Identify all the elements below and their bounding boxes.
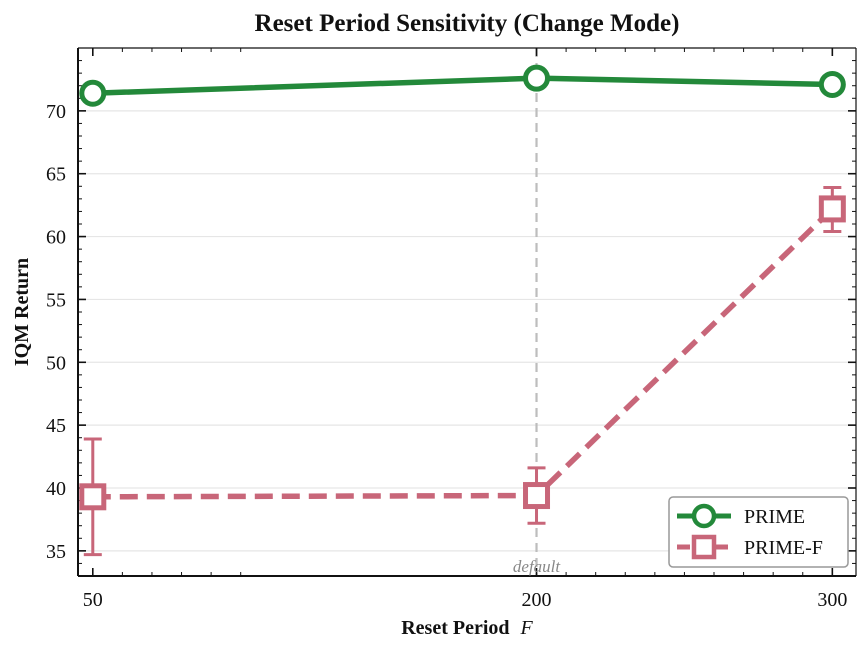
legend-marker	[691, 503, 717, 529]
series-line	[92, 206, 835, 500]
data-point	[523, 64, 551, 92]
legend-label: PRIME-F	[744, 537, 823, 559]
y-tick-label: 70	[46, 101, 66, 123]
y-tick-label: 40	[46, 478, 66, 500]
y-axis-label: IQM Return	[11, 258, 33, 366]
grid	[78, 110, 856, 552]
data-point	[523, 482, 551, 510]
y-tick-label: 55	[46, 289, 66, 311]
x-axis-label: Reset Period F	[401, 617, 533, 639]
chart-title: Reset Period Sensitivity (Change Mode)	[255, 10, 680, 37]
series-line	[92, 75, 833, 97]
x-tick-label: 200	[522, 589, 552, 611]
x-tick-label: 50	[83, 589, 103, 611]
data-point	[818, 70, 846, 98]
series-prime-f	[79, 186, 846, 557]
series-layer	[79, 64, 846, 557]
default-annotation: default	[513, 557, 561, 576]
legend-label: PRIME	[744, 506, 805, 528]
y-tick-label: 60	[46, 227, 66, 249]
series-prime	[79, 64, 846, 107]
y-tick-label: 45	[46, 415, 66, 437]
y-tick-label: 50	[46, 352, 66, 374]
legend-entry-prime-f: PRIME-F	[677, 534, 823, 560]
data-point	[79, 483, 107, 511]
data-point	[818, 195, 846, 223]
x-axis-label-text: Reset Period	[401, 617, 509, 639]
x-tick-label: 300	[817, 589, 847, 611]
y-tick-label: 65	[46, 164, 66, 186]
axes: 35 40 45 50 55 60 65 70 50 200 300	[46, 47, 857, 611]
data-point	[79, 79, 107, 107]
x-axis-label-variable: F	[520, 617, 534, 639]
legend-marker	[691, 534, 717, 560]
legend-entry-prime: PRIME	[677, 503, 805, 529]
legend: PRIME PRIME-F	[668, 496, 849, 568]
y-tick-label: 35	[46, 541, 66, 563]
